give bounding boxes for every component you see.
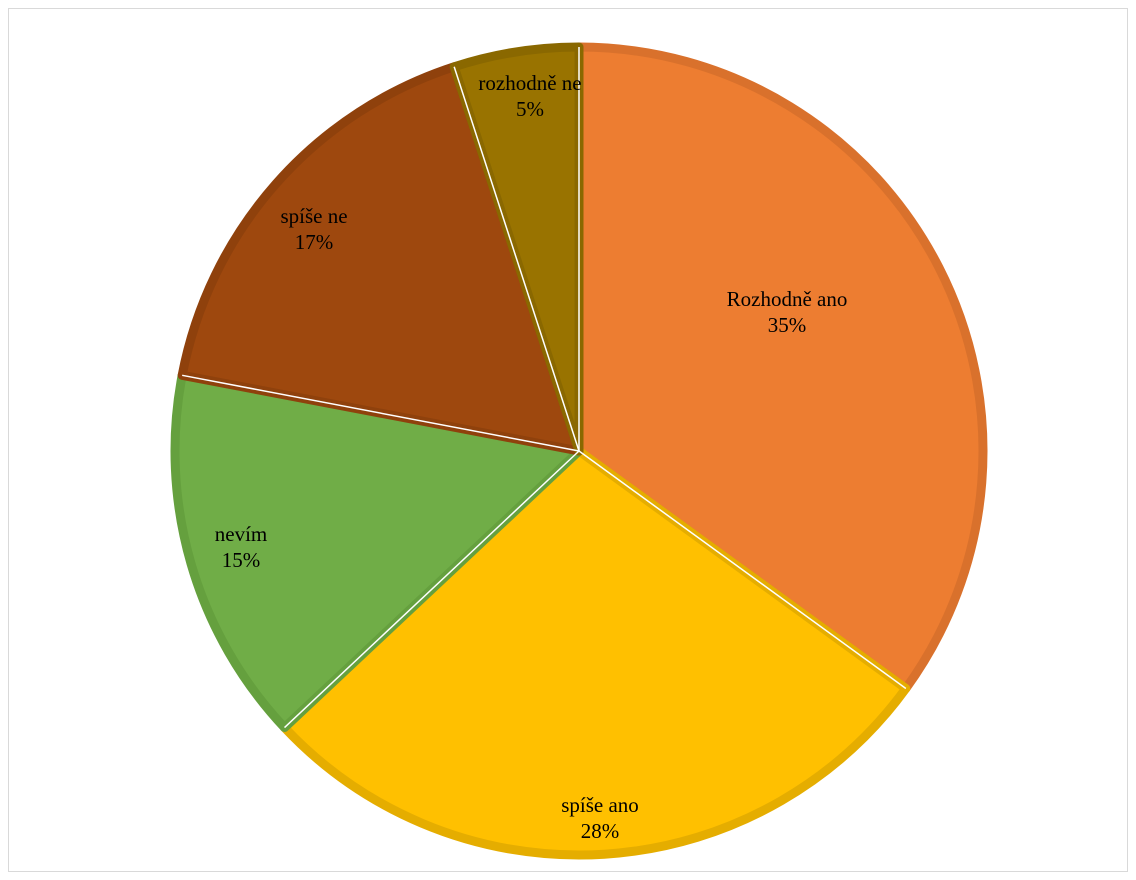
data-label-nevim: nevím 15% [215, 522, 268, 572]
pie-slice-rozhodne-ano [574, 42, 988, 693]
slice-separator [453, 66, 580, 452]
slice-separator [182, 374, 580, 452]
data-label-percent: 35% [768, 313, 807, 337]
pie-slice-spise-ano [280, 446, 911, 860]
pie-chart: Rozhodně ano 35% spíše ano 28% nevím 15% spíše… [170, 42, 988, 860]
data-label-percent: 17% [295, 230, 334, 254]
chart-area: Rozhodně ano 35% spíše ano 28% nevím 15% spíše… [8, 8, 1128, 872]
slice-separator [283, 450, 580, 729]
data-label-spise-ano: spíše ano 28% [561, 793, 639, 843]
data-label-percent: 28% [581, 819, 620, 843]
pie-slice-spise-ne [177, 62, 584, 456]
data-label-spise-ne: spíše ne 17% [280, 204, 347, 254]
data-label-category: rozhodně ne [478, 71, 581, 95]
pie-slice-nevim [170, 370, 584, 733]
data-label-percent: 15% [222, 548, 261, 572]
data-label-category: spíše ano [561, 793, 639, 817]
data-label-category: Rozhodně ano [727, 287, 848, 311]
data-label-category: spíše ne [280, 204, 347, 228]
data-label-rozhodne-ne: rozhodně ne 5% [478, 71, 581, 121]
slice-separator [578, 450, 907, 690]
data-label-rozhodne-ano: Rozhodně ano 35% [727, 287, 848, 337]
data-label-category: nevím [215, 522, 268, 546]
data-label-percent: 5% [516, 97, 544, 121]
